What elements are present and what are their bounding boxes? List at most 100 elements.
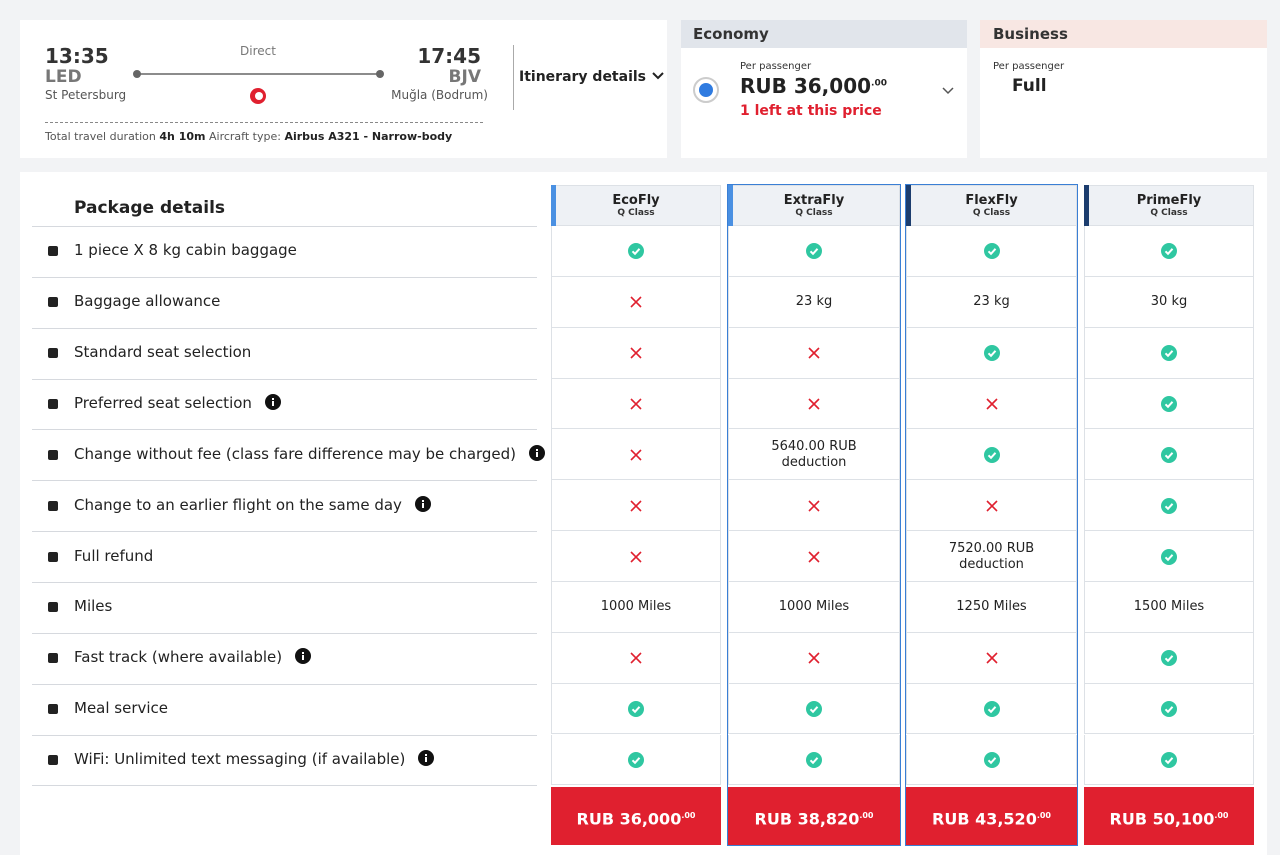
row-line xyxy=(32,632,537,634)
cross-icon xyxy=(808,550,820,563)
cell xyxy=(728,378,900,430)
row-line xyxy=(32,683,537,685)
price-cents[interactable]: .00 xyxy=(1036,811,1051,820)
column-accent xyxy=(906,185,911,226)
check-icon xyxy=(1161,243,1177,260)
column-outline xyxy=(727,184,901,846)
chevron xyxy=(652,72,664,80)
cell xyxy=(551,531,721,582)
cell xyxy=(906,327,1077,379)
price-main[interactable]: RUB 36,000 xyxy=(576,809,682,829)
feature-label: Miles xyxy=(74,597,113,616)
check-icon xyxy=(1161,548,1177,565)
price-bar[interactable]: RUB 38,820.00 xyxy=(728,787,900,845)
cell-text: 23 kg xyxy=(973,294,1010,310)
cell xyxy=(1084,327,1254,379)
package-class: Q Class xyxy=(1150,208,1188,218)
cross-icon xyxy=(985,500,998,512)
business-header xyxy=(980,20,1267,48)
divider xyxy=(513,45,514,110)
cell xyxy=(728,531,900,582)
check-icon xyxy=(1161,446,1177,463)
price-cents: .00 xyxy=(871,78,887,89)
cell xyxy=(728,327,900,379)
row-line xyxy=(32,226,537,227)
cross-icon xyxy=(808,652,820,664)
feature-label: Fast track (where available) xyxy=(74,648,283,667)
cell xyxy=(1084,276,1254,328)
check-icon xyxy=(628,751,644,768)
price-main[interactable]: RUB 43,520 xyxy=(932,809,1037,829)
per-passenger: Per passenger xyxy=(993,61,1065,72)
feature-label: WiFi: Unlimited text messaging (if avail… xyxy=(74,749,406,768)
row-line xyxy=(32,429,537,431)
feature-label: Change without fee (class fare differenc… xyxy=(74,444,517,463)
price-main[interactable]: RUB 38,820 xyxy=(754,809,860,829)
feature-label: Preferred seat selection xyxy=(74,393,252,412)
depart-code: LED xyxy=(45,67,82,87)
packages-title: Package details xyxy=(74,198,226,218)
column-header[interactable] xyxy=(728,185,900,226)
price-main[interactable]: RUB 50,100 xyxy=(1109,809,1215,829)
check-icon xyxy=(1161,650,1177,667)
cross-icon xyxy=(630,500,642,512)
feature-label: Meal service xyxy=(74,699,169,718)
chevron xyxy=(942,87,954,95)
duration: 4h 10m xyxy=(159,130,206,143)
economy-header xyxy=(681,20,967,48)
price-bar[interactable]: RUB 43,520.00 xyxy=(906,787,1077,845)
price-bar[interactable]: RUB 36,000.00 xyxy=(551,787,721,845)
price-cents[interactable]: .00 xyxy=(681,811,696,820)
cell-text: 30 kg xyxy=(1150,294,1188,310)
feature-icon xyxy=(48,754,58,765)
row-line xyxy=(32,327,537,329)
radio[interactable] xyxy=(692,76,720,104)
info-icon xyxy=(295,648,312,665)
cabin-price: Full xyxy=(1012,76,1047,96)
cross-icon xyxy=(630,398,642,410)
check-icon xyxy=(1161,395,1177,412)
column-header[interactable] xyxy=(906,185,1077,226)
cell xyxy=(1084,226,1254,277)
check-icon xyxy=(983,345,1000,362)
info-icon xyxy=(418,749,435,766)
row-line xyxy=(32,480,537,482)
cell xyxy=(1084,683,1254,735)
cross-icon xyxy=(808,500,820,512)
price-bar[interactable]: RUB 50,100.00 xyxy=(1084,787,1254,845)
cell xyxy=(1084,480,1254,532)
column-header[interactable] xyxy=(1084,185,1254,226)
cell xyxy=(1084,632,1254,684)
cell-text: 5640.00 RUB deduction xyxy=(771,438,857,470)
itinerary-text[interactable]: Itinerary details xyxy=(519,69,647,85)
cell xyxy=(1084,429,1254,481)
price-main: RUB 36,000 xyxy=(740,74,872,98)
check-icon xyxy=(1161,345,1177,362)
column-accent xyxy=(1084,185,1089,226)
info-icon xyxy=(414,495,431,512)
feature-icon xyxy=(48,348,58,359)
info-icon xyxy=(529,444,546,461)
itinerary-link[interactable]: Itinerary details xyxy=(519,69,665,85)
cross-icon xyxy=(808,347,820,359)
cell xyxy=(906,276,1077,328)
cross-icon xyxy=(630,652,642,664)
arrive-code: BJV xyxy=(448,67,481,87)
per-passenger: Per passenger xyxy=(740,61,812,72)
cell xyxy=(728,581,900,633)
cell xyxy=(551,581,721,633)
cell xyxy=(551,429,721,481)
feature-icon xyxy=(48,704,58,715)
package-class: Q Class xyxy=(617,208,655,218)
package-name: EcoFly xyxy=(612,193,660,208)
depart-city: St Petersburg xyxy=(45,88,127,102)
check-icon xyxy=(628,243,644,260)
column-header[interactable] xyxy=(551,185,721,226)
price-cents[interactable]: .00 xyxy=(859,811,874,820)
cabin-name: Business xyxy=(993,25,1068,43)
feature-icon xyxy=(48,398,58,409)
row-line xyxy=(32,276,537,278)
price-cents[interactable]: .00 xyxy=(1214,811,1229,820)
cell xyxy=(906,226,1077,277)
check-icon xyxy=(983,243,1000,260)
